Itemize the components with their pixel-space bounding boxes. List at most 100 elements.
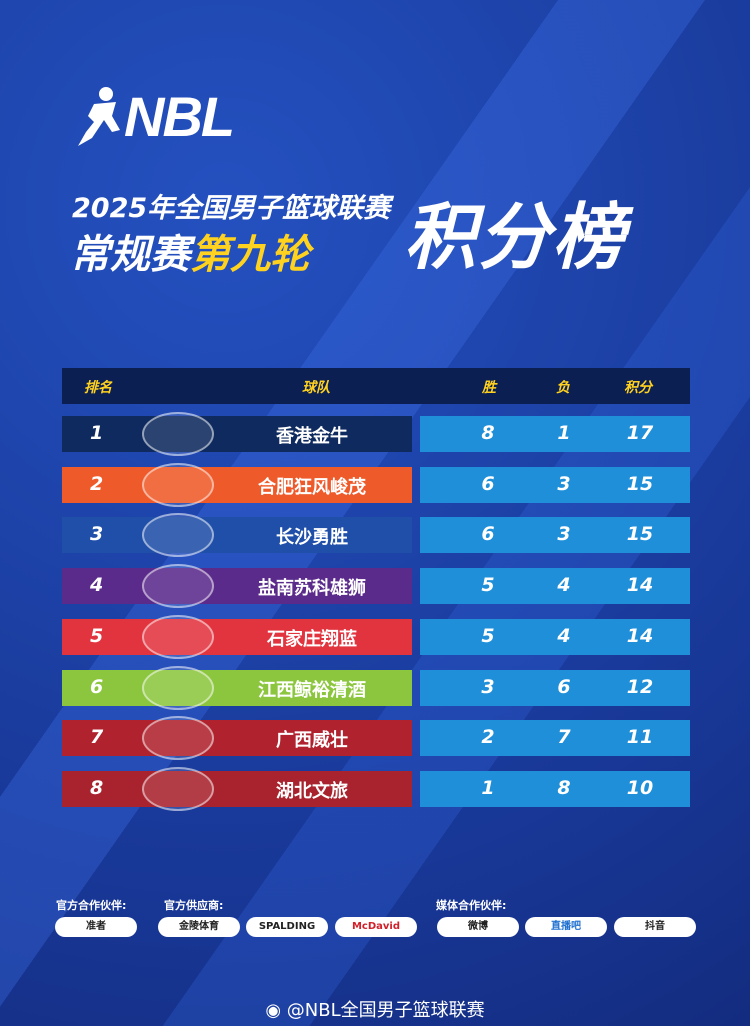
losses: 4 bbox=[557, 624, 571, 647]
header-losses: 负 bbox=[556, 380, 570, 396]
rank: 4 bbox=[90, 574, 104, 597]
player-silhouette-icon bbox=[74, 86, 124, 148]
wins: 5 bbox=[481, 574, 495, 597]
season-title: 2025年全国男子篮球联赛 bbox=[72, 193, 391, 224]
rank: 8 bbox=[90, 776, 104, 799]
team-cell: 3 长沙勇胜 bbox=[62, 513, 412, 558]
header-rank: 排名 bbox=[84, 380, 112, 396]
team-cell: 6 江西鲸裕清酒 bbox=[62, 665, 412, 710]
header-points: 积分 bbox=[624, 380, 652, 396]
team-logo-icon bbox=[142, 716, 214, 761]
table-row: 8 湖北文旅 1 8 10 bbox=[62, 766, 690, 811]
sponsor-logo: McDavid bbox=[335, 917, 417, 937]
media-partner-label: 媒体合作伙伴: bbox=[436, 899, 507, 912]
team-name: 合肥狂风峻茂 bbox=[258, 476, 366, 498]
team-name: 长沙勇胜 bbox=[276, 527, 348, 549]
media-logo: 抖音 bbox=[614, 917, 696, 937]
team-cell: 8 湖北文旅 bbox=[62, 766, 412, 811]
header-wins: 胜 bbox=[482, 380, 496, 396]
points: 15 bbox=[626, 472, 654, 495]
round-prefix: 常规赛 bbox=[70, 232, 190, 278]
round-number: 第九轮 bbox=[190, 232, 310, 278]
points: 17 bbox=[626, 422, 654, 444]
stats-cell: 1 8 10 bbox=[420, 770, 690, 807]
losses: 8 bbox=[557, 776, 571, 799]
rank: 7 bbox=[90, 726, 104, 749]
table-row: 6 江西鲸裕清酒 3 6 12 bbox=[62, 665, 690, 710]
stats-cell: 5 4 14 bbox=[420, 618, 690, 655]
stats-cell: 5 4 14 bbox=[420, 568, 690, 605]
table-row: 7 广西威壮 2 7 11 bbox=[62, 716, 690, 761]
losses: 6 bbox=[557, 675, 571, 698]
rank: 5 bbox=[90, 624, 104, 647]
team-name: 江西鲸裕清酒 bbox=[258, 679, 366, 701]
points: 11 bbox=[626, 726, 654, 749]
stats-cell: 3 6 12 bbox=[420, 669, 690, 706]
stats-cell: 6 3 15 bbox=[420, 517, 690, 554]
team-name: 香港金牛 bbox=[276, 426, 348, 447]
round-title: 常规赛第九轮 bbox=[70, 222, 310, 280]
wins: 2 bbox=[481, 726, 495, 749]
wins: 5 bbox=[481, 624, 495, 647]
team-logo-icon bbox=[142, 614, 214, 659]
stats-cell: 6 3 15 bbox=[420, 466, 690, 503]
media-logo: 直播吧 bbox=[525, 917, 607, 937]
official-partner-label: 官方合作伙伴: bbox=[56, 899, 127, 912]
page-title: 积分榜 bbox=[404, 195, 627, 279]
points: 14 bbox=[626, 574, 654, 597]
wins: 3 bbox=[481, 675, 495, 698]
supplier-label: 官方供应商: bbox=[164, 899, 224, 912]
points: 14 bbox=[626, 624, 654, 647]
media-logo: 微博 bbox=[437, 917, 519, 937]
stats-cell: 2 7 11 bbox=[420, 720, 690, 757]
header-team: 球队 bbox=[302, 380, 330, 396]
losses: 4 bbox=[557, 574, 571, 597]
wins: 8 bbox=[481, 422, 495, 444]
wins: 6 bbox=[481, 523, 495, 546]
team-logo-icon bbox=[142, 766, 214, 811]
weibo-icon: ◉ bbox=[265, 1000, 287, 1021]
footer-weibo-handle: ◉ @NBL全国男子篮球联赛 bbox=[0, 996, 750, 1022]
table-row: 1 香港金牛 8 1 17 bbox=[62, 412, 690, 456]
losses: 1 bbox=[557, 422, 571, 444]
logo-text: NBL bbox=[124, 85, 235, 148]
team-name: 石家庄翔蓝 bbox=[267, 628, 357, 650]
table-row: 2 合肥狂风峻茂 6 3 15 bbox=[62, 462, 690, 507]
team-logo-icon bbox=[142, 412, 214, 456]
losses: 3 bbox=[557, 523, 571, 546]
rank: 2 bbox=[90, 472, 104, 495]
team-cell: 4 盐南苏科雄狮 bbox=[62, 564, 412, 609]
table-row: 4 盐南苏科雄狮 5 4 14 bbox=[62, 564, 690, 609]
table-row: 3 长沙勇胜 6 3 15 bbox=[62, 513, 690, 558]
team-cell: 1 香港金牛 bbox=[62, 412, 412, 456]
stats-cell: 8 1 17 bbox=[420, 416, 690, 452]
sponsor-logo: 金陵体育 bbox=[158, 917, 240, 937]
sponsor-logo: SPALDING bbox=[246, 917, 328, 937]
team-logo-icon bbox=[142, 513, 214, 558]
team-cell: 5 石家庄翔蓝 bbox=[62, 614, 412, 659]
wins: 1 bbox=[481, 776, 495, 799]
team-logo-icon bbox=[142, 665, 214, 710]
team-name: 盐南苏科雄狮 bbox=[258, 578, 366, 600]
team-cell: 2 合肥狂风峻茂 bbox=[62, 462, 412, 507]
table-row: 5 石家庄翔蓝 5 4 14 bbox=[62, 614, 690, 659]
points: 12 bbox=[626, 675, 654, 698]
rank: 3 bbox=[90, 523, 104, 546]
sponsor-logo: 准者 bbox=[55, 917, 137, 937]
wins: 6 bbox=[481, 472, 495, 495]
nbl-logo: NBL bbox=[74, 84, 235, 149]
points: 15 bbox=[626, 523, 654, 546]
table-header: 排名 球队 胜 负 积分 bbox=[62, 368, 690, 404]
points: 10 bbox=[626, 776, 654, 799]
team-logo-icon bbox=[142, 564, 214, 609]
losses: 3 bbox=[557, 472, 571, 495]
team-name: 广西威壮 bbox=[276, 730, 348, 752]
losses: 7 bbox=[557, 726, 571, 749]
rank: 1 bbox=[90, 422, 104, 444]
rank: 6 bbox=[90, 675, 104, 698]
team-name: 湖北文旅 bbox=[276, 780, 348, 802]
team-cell: 7 广西威壮 bbox=[62, 716, 412, 761]
team-logo-icon bbox=[142, 462, 214, 507]
weibo-handle: @NBL全国男子篮球联赛 bbox=[286, 1000, 485, 1021]
